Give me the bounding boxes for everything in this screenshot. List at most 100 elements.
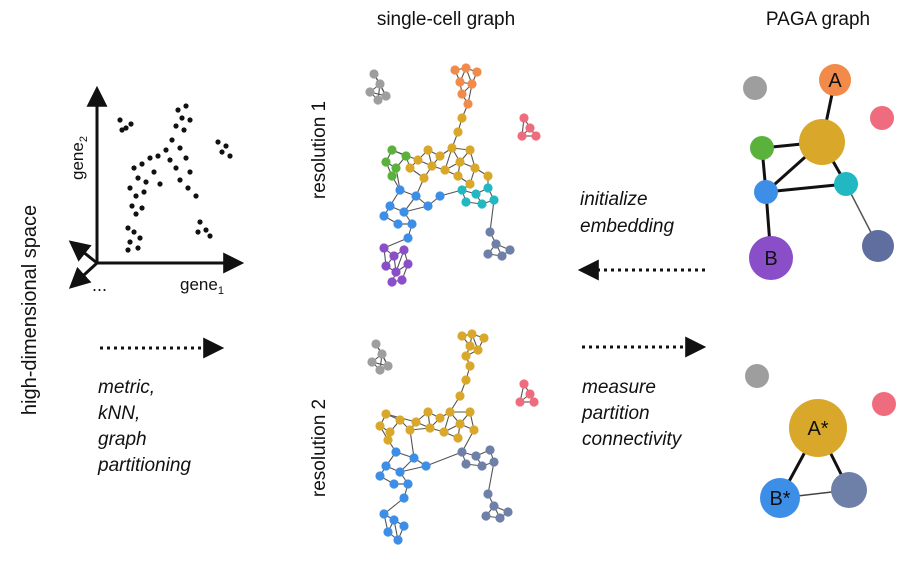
cell-node (471, 189, 481, 199)
cell-node (495, 513, 505, 523)
cell-node (453, 127, 463, 137)
cell-node (453, 171, 463, 181)
scatter-point (139, 205, 145, 211)
scatter-point (169, 137, 175, 143)
paga-node-slate (831, 472, 867, 508)
cell-node (381, 261, 391, 271)
scatter-point (135, 245, 141, 251)
cell-node (483, 183, 493, 193)
cell-node (395, 467, 405, 477)
scatter-point (127, 239, 133, 245)
step-graph: graph (98, 429, 147, 450)
cell-node (367, 357, 377, 367)
cell-node (489, 195, 499, 205)
cell-node (455, 419, 465, 429)
cell-node (455, 391, 465, 401)
cell-node (381, 461, 391, 471)
cell-node (445, 407, 455, 417)
cell-node (419, 173, 429, 183)
scatter-point (183, 103, 189, 109)
cell-node (477, 461, 487, 471)
cell-node (473, 345, 483, 355)
cell-node (461, 459, 471, 469)
cell-node (387, 171, 397, 181)
cell-node (479, 333, 489, 343)
step-metric: metric, (98, 377, 155, 398)
cell-node (457, 113, 467, 123)
axis-x-label: gene1 (180, 275, 224, 297)
cell-node (525, 123, 535, 133)
cell-node (405, 163, 415, 173)
scatter-point (139, 161, 145, 167)
scatter-point (215, 139, 221, 145)
cell-node (375, 365, 385, 375)
axes (68, 85, 245, 289)
cell-node (377, 349, 387, 359)
cell-node (425, 423, 435, 433)
cell-node (491, 239, 501, 249)
scatter-point (119, 127, 125, 133)
paga-node-cyan (834, 172, 858, 196)
cell-node (393, 219, 403, 229)
header-paga-graph: PAGA graph (766, 9, 870, 30)
scatter-point (195, 229, 201, 235)
cell-node (457, 89, 467, 99)
cell-node (423, 201, 433, 211)
cell-node (435, 413, 445, 423)
cell-node (387, 277, 397, 287)
cell-node (485, 227, 495, 237)
cell-node (399, 521, 409, 531)
scatter-point (125, 247, 131, 253)
cell-node (440, 165, 450, 175)
graph-edge (425, 451, 463, 467)
cell-node (423, 407, 433, 417)
cell-node (465, 341, 475, 351)
cell-node (483, 489, 493, 499)
scatter-point (157, 181, 163, 187)
cell-node (483, 171, 493, 181)
scatter-point (123, 125, 129, 131)
scatter-point (141, 189, 147, 195)
paga-node-label: B (764, 248, 777, 270)
text-embedding: embedding (580, 216, 674, 237)
paga-node-gold (799, 119, 845, 165)
cell-node (467, 79, 477, 89)
paga-node-label: A* (807, 418, 828, 440)
scatter-point (128, 121, 134, 127)
cell-node (455, 157, 465, 167)
cell-node (457, 185, 467, 195)
scatter-point (197, 219, 203, 225)
cell-node (379, 243, 389, 253)
high-dimensional-space-label: high-dimensional space (19, 205, 41, 415)
cell-node (435, 151, 445, 161)
cell-node (407, 219, 417, 229)
header-single-cell-graph: single-cell graph (377, 9, 515, 30)
cell-node (385, 427, 395, 437)
cell-node (371, 339, 381, 349)
scatter-point (117, 117, 123, 123)
scatter-point (177, 177, 183, 183)
scatter-point (183, 155, 189, 161)
scatter-point (155, 153, 161, 159)
cell-node (439, 427, 449, 437)
cell-node (525, 389, 535, 399)
cell-node (461, 351, 471, 361)
scatter-point (129, 203, 135, 209)
cell-node (411, 417, 421, 427)
scatter-point (203, 227, 209, 233)
cell-node (399, 493, 409, 503)
scatter-point (187, 117, 193, 123)
single-cell-graph-resolution-2 (367, 329, 539, 545)
cell-node (395, 415, 405, 425)
scatter-point (173, 165, 179, 171)
cell-node (517, 131, 527, 141)
cell-node (519, 113, 529, 123)
paga-node-slate (862, 230, 894, 262)
text-partition: partition (581, 403, 650, 424)
scatter-point (185, 185, 191, 191)
cell-node (450, 65, 460, 75)
cell-node (465, 145, 475, 155)
step-partitioning: partitioning (97, 455, 191, 476)
graph-edge (487, 461, 495, 495)
cell-node (391, 267, 401, 277)
